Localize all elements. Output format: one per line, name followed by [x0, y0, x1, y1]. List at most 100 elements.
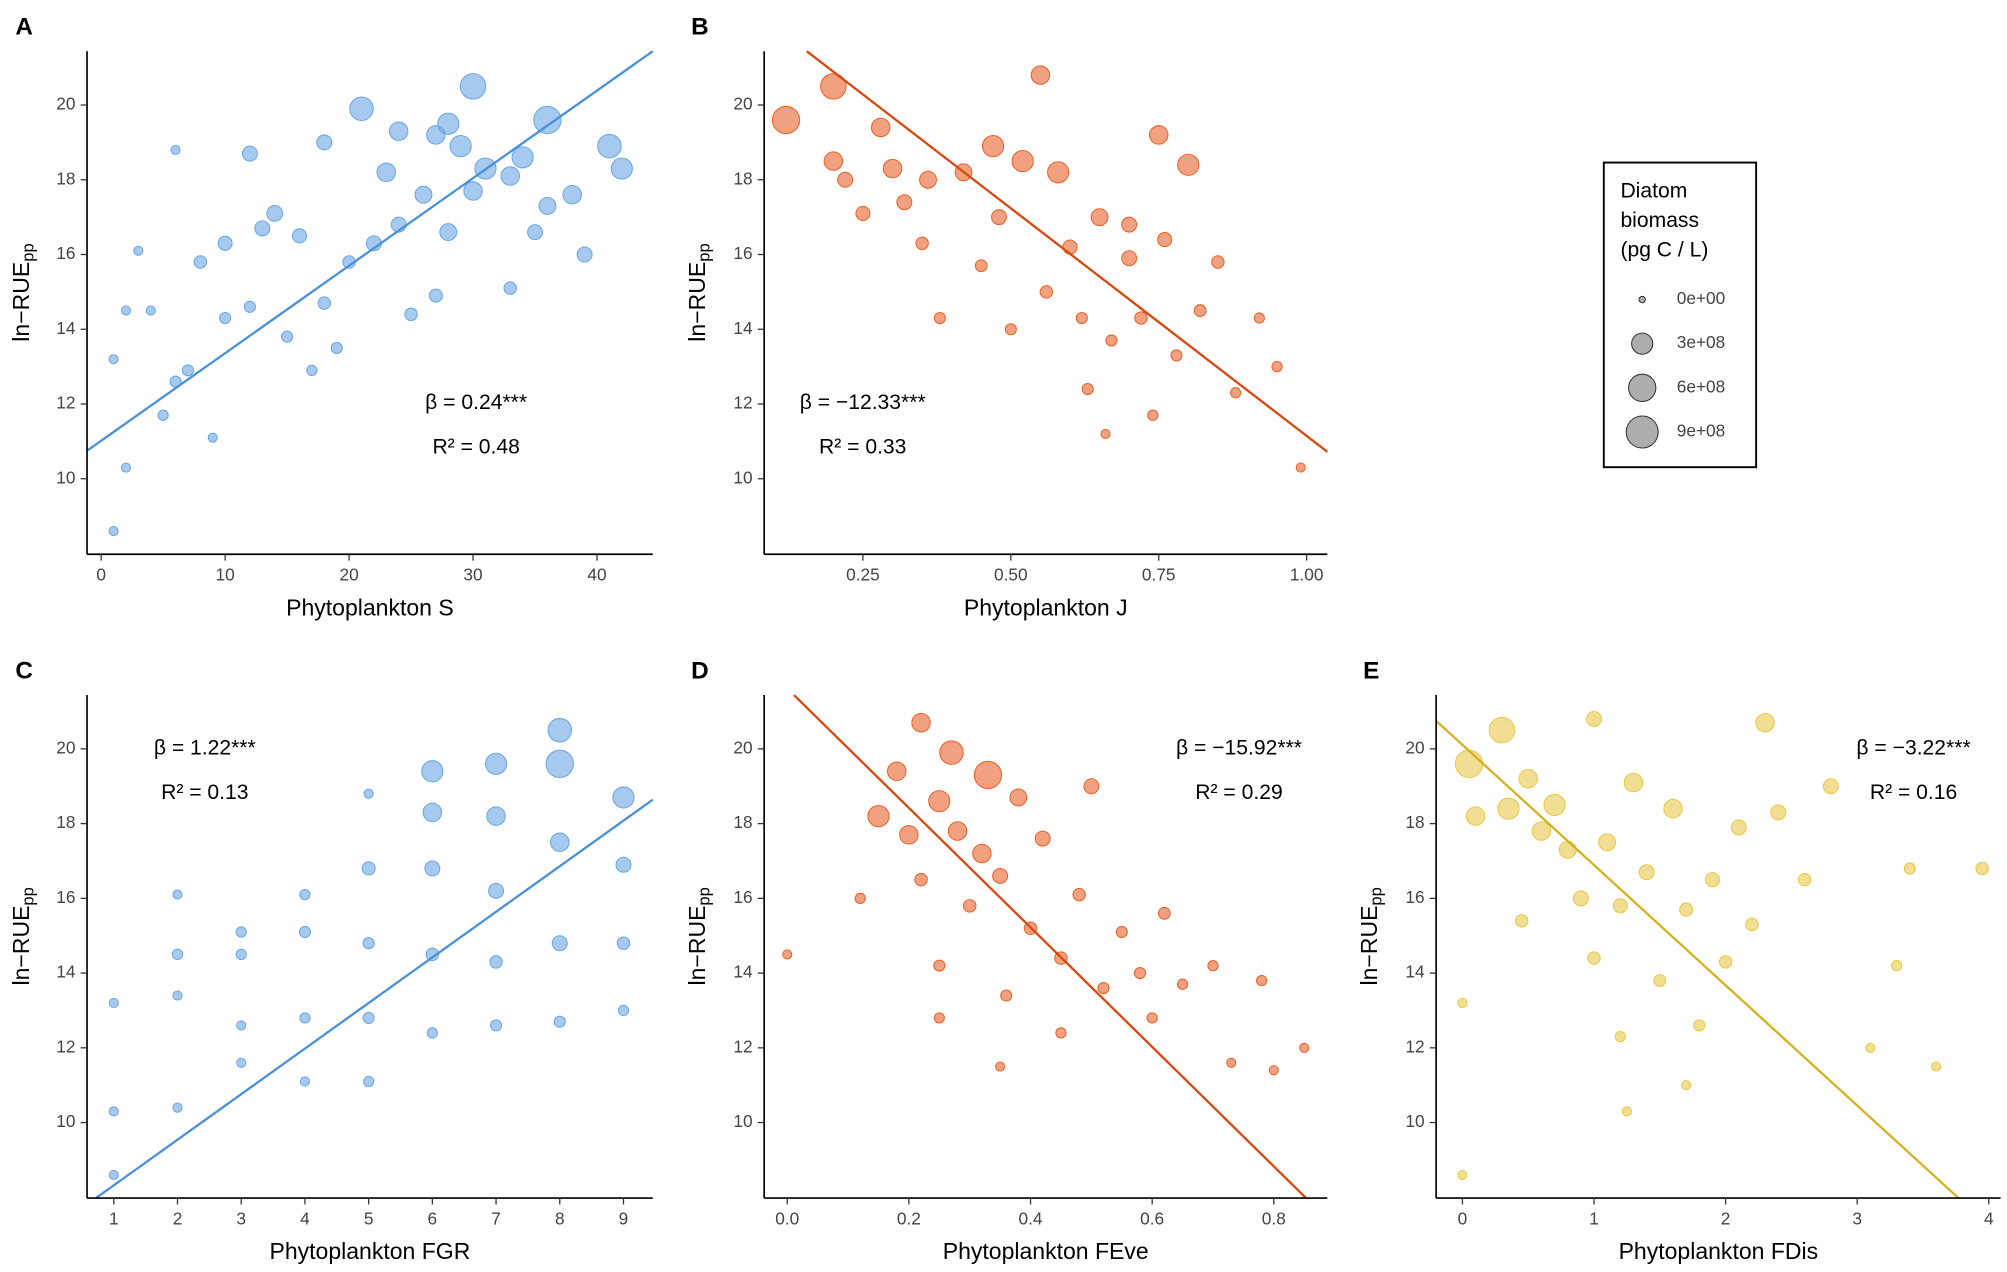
x-tick-label: 1	[1589, 1208, 1599, 1228]
data-point	[782, 949, 793, 960]
beta-annotation: β = 0.24***	[425, 391, 527, 414]
data-point	[1653, 974, 1667, 987]
beta-annotation: β = −3.22***	[1856, 736, 1970, 759]
data-point	[1177, 153, 1200, 176]
data-point	[1797, 872, 1812, 887]
r2-annotation: R² = 0.16	[1870, 781, 1957, 804]
legend-title: biomass	[1620, 209, 1699, 232]
data-point	[1100, 428, 1111, 439]
data-point	[1931, 1061, 1942, 1072]
data-point	[1256, 974, 1268, 987]
data-point	[1612, 898, 1628, 914]
data-point	[1268, 1065, 1279, 1076]
data-point	[428, 288, 443, 303]
data-point	[484, 752, 508, 775]
x-tick-label: 8	[555, 1208, 565, 1228]
data-point	[533, 105, 562, 135]
data-point	[1097, 981, 1110, 995]
beta-annotation: β = 1.22***	[154, 736, 256, 759]
data-point	[1488, 716, 1516, 744]
data-point	[207, 432, 218, 443]
y-axis-title-sub: pp	[1367, 887, 1386, 906]
data-point	[911, 712, 931, 733]
x-tick-label: 3	[236, 1208, 246, 1228]
data-point	[241, 145, 258, 162]
beta-annotation: β = −12.33***	[800, 391, 926, 414]
data-point	[316, 134, 333, 151]
data-point	[170, 144, 181, 155]
data-point	[500, 166, 520, 186]
y-tick-label: 18	[56, 812, 75, 832]
y-tick-label: 16	[733, 887, 752, 907]
data-point	[1891, 959, 1903, 972]
data-point	[1621, 1106, 1632, 1117]
y-tick-label: 18	[56, 168, 75, 188]
x-tick-label: 0.2	[897, 1208, 921, 1228]
data-point	[615, 856, 632, 873]
data-point	[870, 117, 891, 138]
data-point	[422, 802, 443, 823]
data-point	[1865, 1042, 1876, 1053]
data-point	[1115, 925, 1128, 939]
x-tick-label: 0.75	[1142, 565, 1176, 585]
data-point	[349, 96, 374, 122]
y-tick-label: 20	[1405, 737, 1424, 757]
data-point	[108, 997, 119, 1009]
legend-symbol	[1625, 415, 1659, 449]
x-tick-label: 2	[1721, 1208, 1731, 1228]
data-point	[1704, 872, 1720, 888]
y-tick-label: 20	[56, 737, 75, 757]
data-point	[193, 255, 208, 269]
data-point	[421, 760, 444, 783]
legend-title: Diatom	[1620, 180, 1687, 203]
data-point	[120, 305, 132, 316]
data-point	[939, 740, 964, 765]
data-point	[362, 1011, 375, 1024]
data-point	[1226, 1057, 1237, 1068]
data-point	[424, 860, 441, 877]
data-point	[459, 73, 487, 100]
y-tick-label: 10	[56, 467, 75, 487]
data-point	[1039, 285, 1054, 299]
data-point	[236, 1020, 247, 1031]
y-tick-label: 20	[733, 94, 752, 114]
data-point	[1133, 967, 1147, 980]
y-tick-label: 14	[733, 318, 753, 338]
data-point	[1822, 778, 1839, 795]
data-point	[108, 526, 119, 537]
y-tick-label: 10	[733, 467, 752, 487]
x-axis-title: Phytoplankton FEve	[943, 1238, 1149, 1264]
y-axis-title-base: ln−RUE	[1356, 906, 1382, 986]
data-point	[933, 1012, 945, 1024]
data-point	[1047, 161, 1070, 184]
data-point	[1081, 383, 1094, 396]
data-point	[1148, 125, 1169, 145]
data-point	[974, 259, 988, 273]
x-axis-title: Phytoplankton FGR	[269, 1238, 470, 1264]
trend-line	[806, 50, 1329, 453]
data-point	[919, 170, 937, 189]
legend-symbol	[1631, 332, 1654, 355]
data-point	[1457, 1169, 1468, 1180]
data-point	[449, 135, 472, 158]
data-point	[298, 925, 311, 939]
data-point	[972, 843, 992, 864]
y-tick-label: 10	[56, 1111, 75, 1131]
data-point	[962, 899, 977, 913]
data-point	[933, 959, 946, 972]
data-point	[1083, 778, 1100, 795]
data-point	[361, 861, 376, 876]
data-point	[1755, 712, 1775, 733]
y-tick-label: 18	[733, 812, 752, 832]
data-point	[562, 184, 582, 205]
data-point	[404, 307, 418, 322]
legend-label: 6e+08	[1677, 376, 1726, 396]
data-point	[899, 825, 919, 845]
data-point	[1614, 1031, 1626, 1043]
x-tick-label: 1	[109, 1208, 119, 1228]
data-point	[181, 364, 194, 377]
y-tick-label: 14	[56, 318, 76, 338]
x-axis-title: Phytoplankton J	[964, 594, 1128, 620]
data-point	[1558, 840, 1577, 859]
data-point	[414, 185, 433, 204]
